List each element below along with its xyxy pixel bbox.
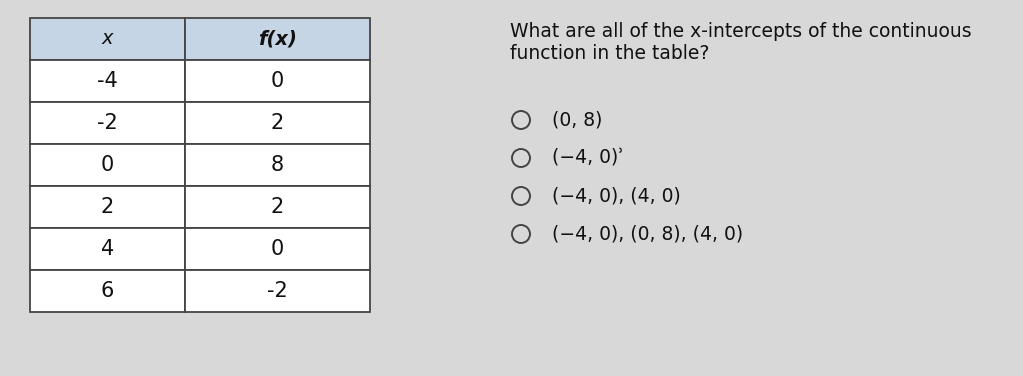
Text: x: x <box>101 29 114 49</box>
Text: 2: 2 <box>271 113 284 133</box>
Bar <box>185 60 370 102</box>
Text: 2: 2 <box>101 197 115 217</box>
Bar <box>30 270 185 312</box>
Text: 8: 8 <box>271 155 284 175</box>
Text: 4: 4 <box>101 239 115 259</box>
Bar <box>30 228 185 270</box>
Text: 6: 6 <box>101 281 115 301</box>
Bar <box>30 102 185 144</box>
Bar <box>185 144 370 186</box>
Text: -2: -2 <box>97 113 118 133</box>
Bar <box>185 228 370 270</box>
Bar <box>185 270 370 312</box>
Bar <box>30 186 185 228</box>
Text: -4: -4 <box>97 71 118 91</box>
Text: (−4, 0), (0, 8), (4, 0): (−4, 0), (0, 8), (4, 0) <box>552 224 743 244</box>
Text: 0: 0 <box>101 155 115 175</box>
Text: 2: 2 <box>271 197 284 217</box>
Text: (0, 8): (0, 8) <box>552 111 603 129</box>
Bar <box>30 144 185 186</box>
Text: (−4, 0)ʾ: (−4, 0)ʾ <box>552 149 624 167</box>
Bar <box>185 102 370 144</box>
Text: f(x): f(x) <box>258 29 297 49</box>
Bar <box>185 18 370 60</box>
Text: (−4, 0), (4, 0): (−4, 0), (4, 0) <box>552 186 680 206</box>
Text: function in the table?: function in the table? <box>510 44 709 63</box>
Text: -2: -2 <box>267 281 287 301</box>
Bar <box>30 18 185 60</box>
Bar <box>185 186 370 228</box>
Text: What are all of the x-intercepts of the continuous: What are all of the x-intercepts of the … <box>510 22 972 41</box>
Text: 0: 0 <box>271 239 284 259</box>
Bar <box>30 60 185 102</box>
Text: 0: 0 <box>271 71 284 91</box>
